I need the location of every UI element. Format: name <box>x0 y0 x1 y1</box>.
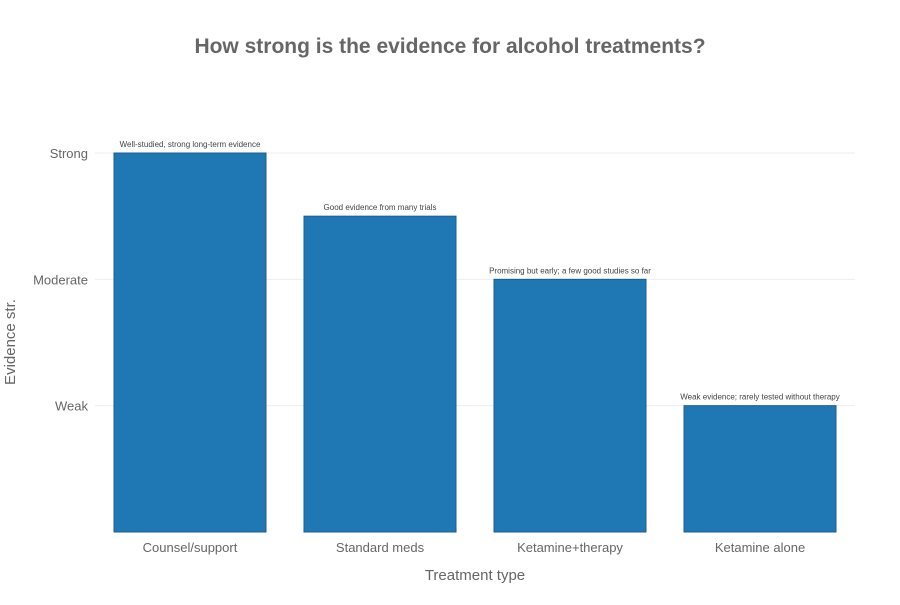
y-tick-label: Strong <box>50 146 88 161</box>
bar <box>493 278 647 533</box>
x-tick-label: Ketamine alone <box>715 540 805 555</box>
x-tick-label: Counsel/support <box>143 540 238 555</box>
x-axis-label: Treatment type <box>425 567 525 584</box>
y-axis-ticks: Weak Moderate Strong <box>33 146 88 414</box>
y-tick-label: Weak <box>55 399 88 414</box>
x-tick-label: Ketamine+therapy <box>517 540 623 555</box>
bar <box>303 215 457 533</box>
bar-annotation: Well-studied, strong long-term evidence <box>120 140 261 149</box>
bar-annotation: Good evidence from many trials <box>324 203 437 212</box>
bar <box>683 405 837 533</box>
chart-title: How strong is the evidence for alcohol t… <box>194 35 705 58</box>
y-tick-label: Moderate <box>33 272 88 287</box>
bar-annotation: Promising but early; a few good studies … <box>489 266 651 275</box>
y-axis-label: Evidence str. <box>2 299 19 385</box>
bars <box>113 152 837 533</box>
bar-annotations: Well-studied, strong long-term evidence G… <box>120 140 840 402</box>
x-axis-ticks: Counsel/support Standard meds Ketamine+the… <box>143 540 806 555</box>
x-tick-label: Standard meds <box>336 540 425 555</box>
bar <box>113 152 267 533</box>
bar-annotation: Weak evidence; rarely tested without the… <box>680 393 840 402</box>
